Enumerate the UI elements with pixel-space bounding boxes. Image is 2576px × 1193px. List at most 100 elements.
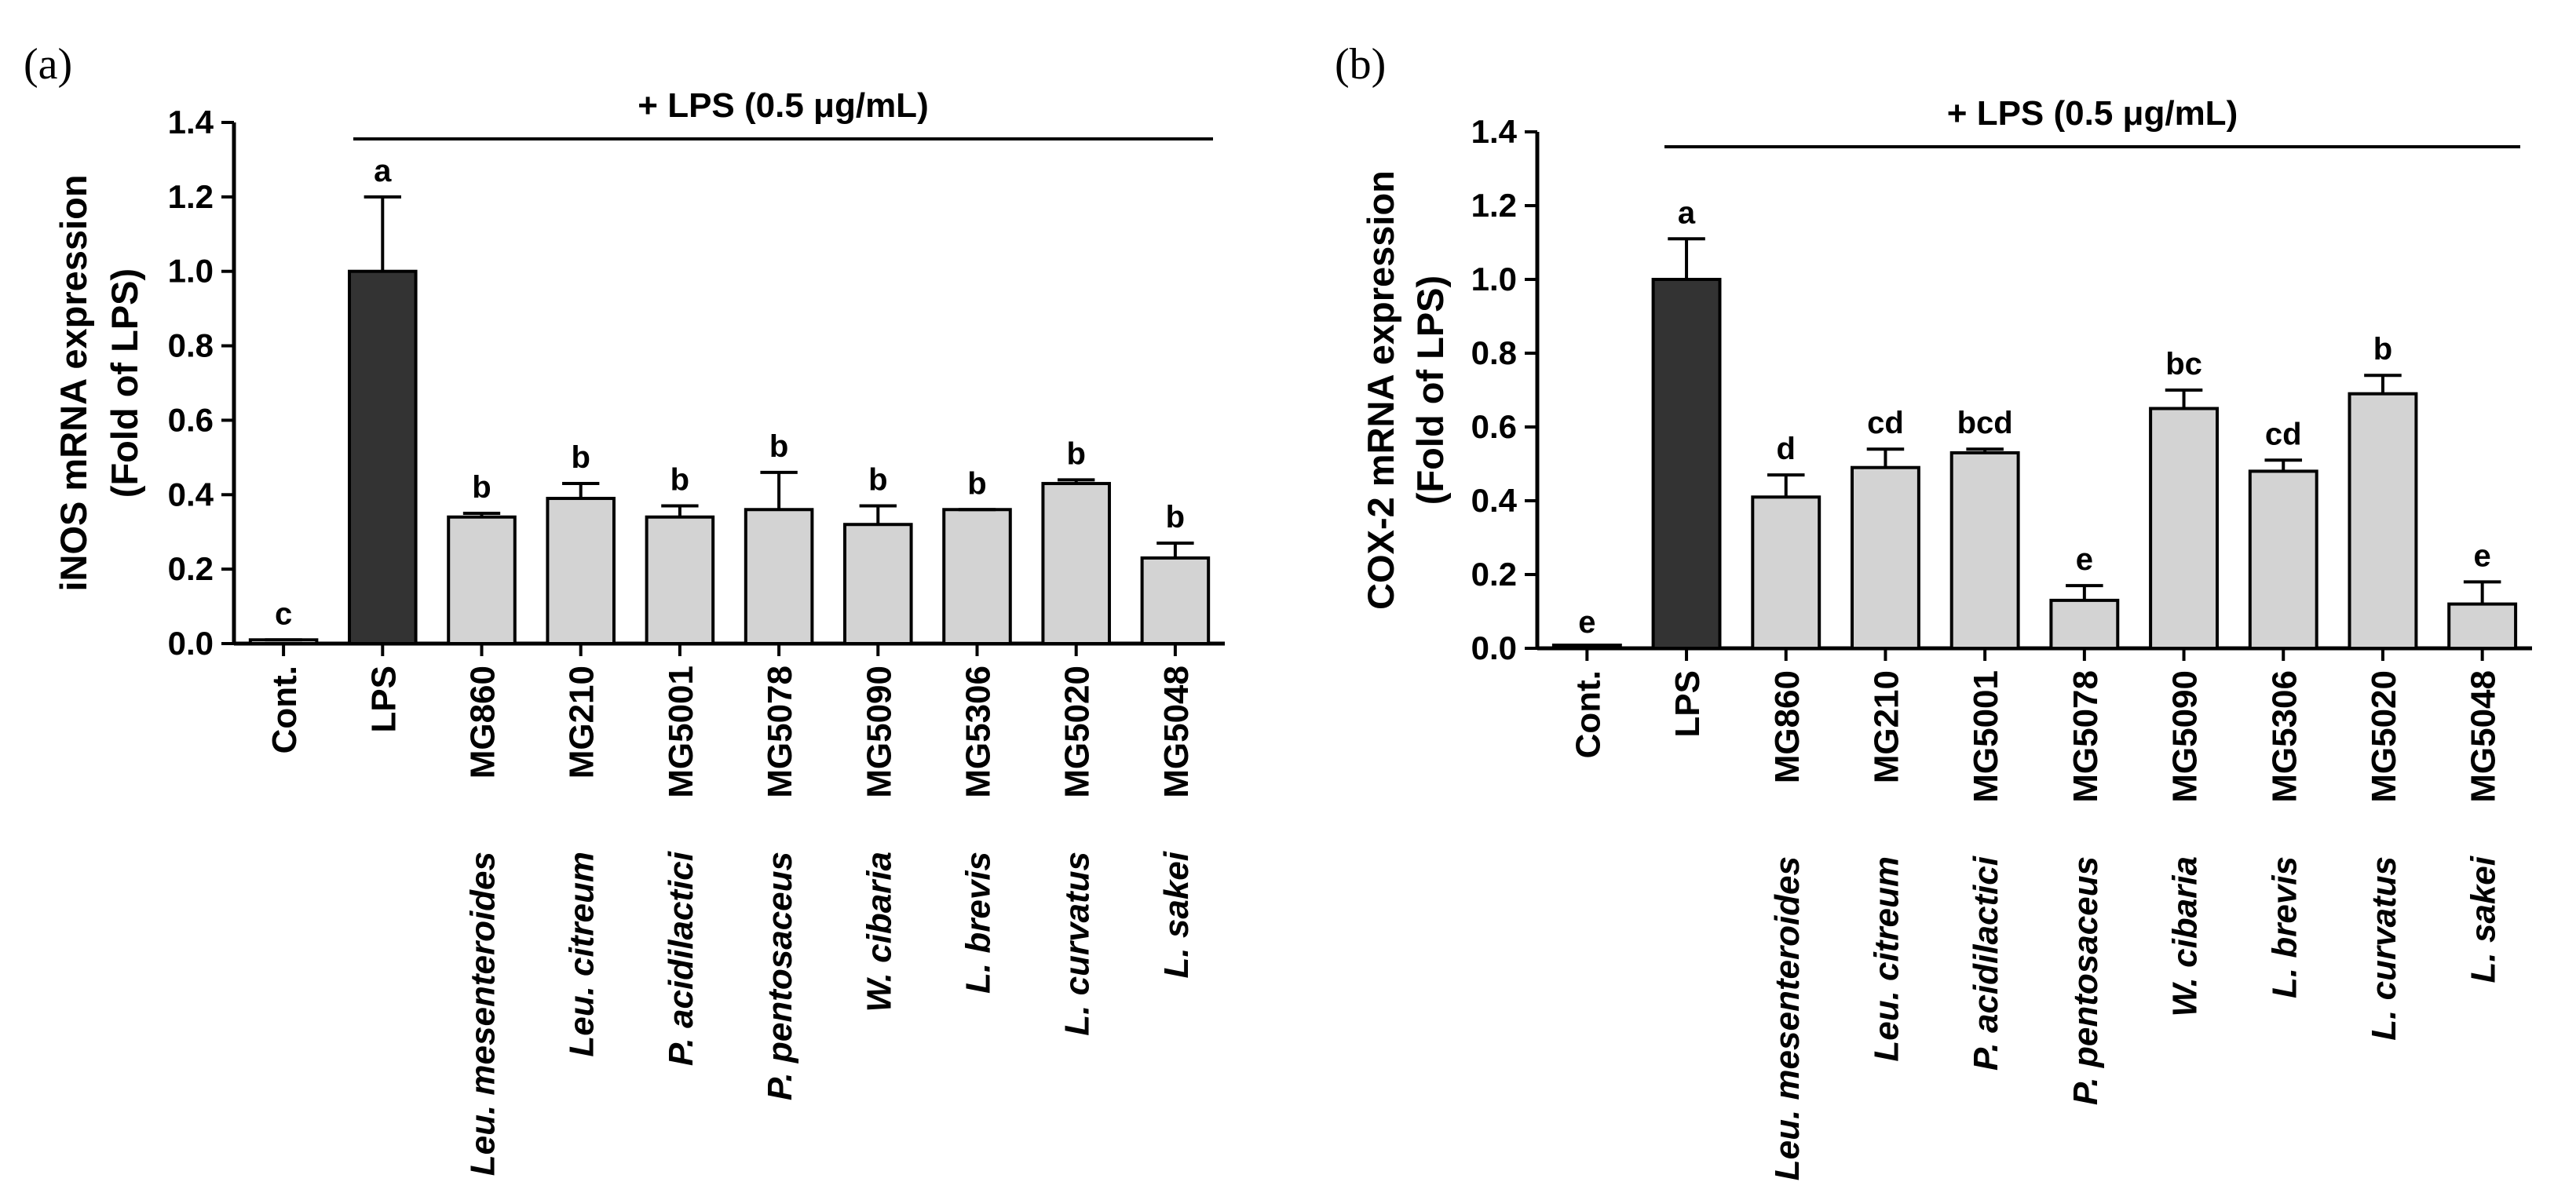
bar [645, 515, 715, 645]
x-category-strain: MG860 [464, 666, 502, 779]
y-tick-label: 1.4 [168, 104, 214, 140]
x-category-species: L. curvatus [2365, 856, 2403, 1041]
bar [2348, 392, 2418, 650]
significance-letter: cd [1867, 406, 1904, 440]
x-category-strain: MG5090 [2166, 670, 2205, 803]
x-category-species: L. sakei [1157, 851, 1196, 978]
significance-letter: d [1777, 432, 1796, 466]
bar [942, 508, 1012, 645]
y-tick-label: 1.4 [1471, 113, 1518, 150]
y-tick-label: 0.8 [168, 327, 214, 364]
bar [2149, 407, 2219, 650]
significance-letter: cd [2265, 417, 2302, 451]
y-tick-label: 0.6 [1471, 408, 1517, 445]
y-tick-label: 0.0 [168, 625, 214, 662]
x-category-strain: MG5078 [2066, 670, 2105, 803]
y-axis-label-units: (Fold of LPS) [104, 268, 145, 498]
y-tick-label: 0.8 [1471, 334, 1517, 371]
panel-label: (a) [24, 40, 72, 89]
bar [546, 497, 616, 645]
x-category-strain: MG210 [1867, 670, 1906, 783]
significance-letter: b [472, 470, 491, 505]
x-category-species: Leu. citreum [563, 852, 601, 1057]
bar [1651, 278, 1722, 650]
x-category-species: W. cibaria [860, 852, 898, 1012]
lps-treatment-label: + LPS (0.5 μg/mL) [638, 86, 928, 125]
significance-letter: e [2474, 538, 2491, 573]
significance-letter: e [2076, 542, 2093, 577]
significance-letter: b [2373, 332, 2392, 367]
x-category-strain: MG5020 [2365, 670, 2403, 803]
y-tick-label: 1.2 [168, 178, 214, 215]
significance-letter: a [374, 154, 392, 188]
significance-letter: bcd [1957, 406, 2013, 440]
y-tick-label: 0.0 [1471, 629, 1517, 666]
x-category-strain: MG210 [563, 666, 601, 779]
bar [348, 269, 418, 645]
x-category-species: L. brevis [959, 852, 998, 994]
x-category-strain: Cont. [1569, 670, 1607, 758]
significance-letter: e [1578, 605, 1595, 640]
bar [1949, 451, 2020, 651]
bar [1751, 495, 1821, 650]
x-category-strain: MG5001 [662, 666, 700, 798]
bar [2049, 598, 2120, 651]
significance-letter: b [1066, 436, 1085, 471]
x-category-strain: MG5306 [959, 666, 998, 798]
significance-letter: b [670, 463, 689, 498]
bar [1140, 556, 1211, 646]
x-category-species: W. cibaria [2166, 856, 2205, 1017]
x-category-species: P. acidilactici [662, 851, 700, 1066]
x-category-strain: MG5020 [1058, 666, 1097, 798]
x-category-species: L. sakei [2465, 856, 2503, 983]
significance-letter: bc [2165, 347, 2202, 381]
lps-treatment-label: + LPS (0.5 μg/mL) [1947, 94, 2238, 133]
significance-letter: b [868, 463, 887, 498]
x-category-strain: Cont. [265, 666, 304, 753]
x-category-strain: LPS [1668, 670, 1707, 738]
x-category-species: P. acidilactici [1967, 856, 2005, 1071]
y-tick-label: 0.6 [168, 401, 214, 438]
x-category-strain: MG5090 [860, 666, 898, 798]
x-category-strain: MG860 [1768, 670, 1807, 783]
bar [843, 523, 913, 645]
bar [1041, 482, 1111, 645]
significance-letter: c [275, 596, 292, 631]
x-category-strain: MG5048 [2465, 670, 2503, 803]
significance-letter: b [967, 466, 986, 501]
x-category-strain: MG5078 [761, 666, 799, 798]
y-tick-label: 0.2 [168, 550, 214, 587]
x-category-species: P. pentosaceus [761, 852, 799, 1100]
chart-panel-a: (a) iNOS mRNA expression (Fold of LPS) 0.0 0… [24, 40, 1225, 1176]
panel-label: (b) [1335, 40, 1386, 89]
x-category-strain: MG5306 [2265, 670, 2304, 803]
significance-letter: b [769, 429, 788, 464]
x-category-species: L. brevis [2265, 856, 2304, 998]
x-category-strain: MG5001 [1967, 670, 2005, 803]
x-category-strain: LPS [364, 666, 403, 733]
significance-letter: b [1166, 500, 1185, 534]
y-axis-label: COX-2 mRNA expression [1360, 170, 1401, 610]
y-tick-label: 1.2 [1471, 187, 1517, 224]
y-tick-label: 0.2 [1471, 556, 1517, 593]
y-tick-label: 0.4 [168, 476, 214, 513]
y-axis-label: iNOS mRNA expression [53, 174, 94, 591]
bar [2447, 602, 2518, 650]
significance-letter: b [571, 440, 590, 475]
bar [744, 508, 814, 645]
significance-letter: a [1678, 195, 1696, 230]
x-category-species: Leu. mesenteroides [464, 852, 502, 1176]
x-category-species: L. curvatus [1058, 852, 1097, 1036]
y-tick-label: 0.4 [1471, 482, 1518, 519]
chart-panel-b: (b) COX-2 mRNA expression (Fold of LPS) 0.0… [1335, 40, 2532, 1180]
x-category-species: Leu. citreum [1867, 856, 1906, 1062]
y-axis-label-units: (Fold of LPS) [1409, 275, 1451, 505]
bar [447, 515, 517, 645]
x-category-species: Leu. mesenteroides [1768, 856, 1807, 1180]
y-tick-label: 1.0 [1471, 261, 1517, 297]
x-category-species: P. pentosaceus [2066, 856, 2105, 1105]
bar [1851, 465, 1920, 651]
x-category-strain: MG5048 [1157, 666, 1196, 798]
y-tick-label: 1.0 [168, 253, 214, 290]
